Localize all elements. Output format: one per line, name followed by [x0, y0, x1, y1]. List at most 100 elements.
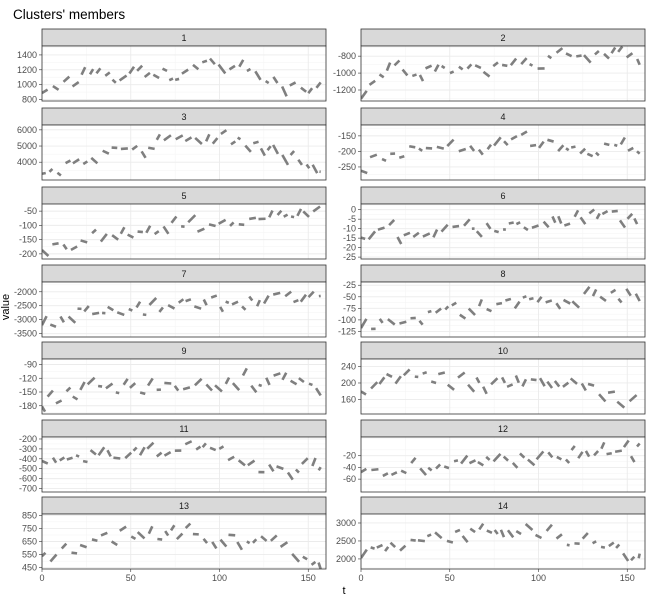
series-segment	[418, 147, 423, 152]
series-segment	[493, 136, 502, 147]
series-segment	[170, 215, 178, 224]
series-segment	[547, 54, 553, 60]
series-segment	[246, 540, 251, 545]
series-segment	[72, 395, 79, 401]
series-9	[42, 367, 322, 413]
series-segment	[202, 537, 209, 544]
series-segment	[509, 57, 518, 66]
series-segment	[79, 543, 88, 549]
series-segment	[485, 455, 491, 461]
series-segment	[493, 529, 499, 535]
series-segment	[565, 52, 573, 58]
series-segment	[152, 73, 160, 80]
series-segment	[493, 229, 500, 234]
series-segment	[469, 145, 476, 152]
series-segment	[466, 63, 473, 70]
series-segment	[131, 144, 138, 151]
series-segment	[241, 367, 248, 377]
series-segment	[42, 459, 49, 465]
x-tick-label: 150	[620, 573, 635, 583]
series-segment	[614, 449, 623, 454]
y-tick-label: 6000	[17, 125, 37, 135]
series-segment	[302, 210, 310, 218]
y-tick-label: 2500	[336, 536, 356, 546]
series-segment	[264, 79, 270, 85]
series-segment	[119, 226, 126, 235]
series-segment	[266, 145, 272, 152]
x-tick-label: 150	[301, 573, 316, 583]
series-segment	[595, 212, 601, 220]
series-segment	[399, 320, 407, 325]
series-segment	[583, 54, 592, 64]
y-tick-label: 1000	[17, 80, 37, 90]
series-2	[361, 46, 641, 100]
series-segment	[547, 138, 554, 143]
series-segment	[562, 298, 571, 305]
series-segment	[119, 525, 127, 532]
series-segment	[255, 299, 262, 307]
panel-9: 9 -180 -150 -120 -90	[19, 341, 327, 415]
series-segment	[503, 140, 509, 146]
series-segment	[60, 542, 68, 550]
series-segment	[461, 535, 469, 544]
series-14	[361, 522, 641, 562]
series-segment	[196, 227, 205, 233]
series-segment	[545, 523, 553, 532]
series-segment	[204, 133, 211, 142]
series-segment	[127, 233, 135, 239]
series-segment	[227, 455, 235, 462]
series-segment	[467, 307, 476, 316]
series-segment	[111, 78, 117, 84]
y-tick-label: -90	[24, 360, 37, 370]
series-segment	[135, 301, 142, 309]
series-12	[361, 439, 641, 478]
series-segment	[477, 148, 484, 156]
y-tick-label: -15	[343, 233, 356, 243]
series-segment	[146, 377, 154, 387]
series-segment	[587, 382, 595, 387]
series-segment	[289, 150, 296, 156]
series-segment	[520, 57, 528, 65]
series-segment	[508, 221, 514, 225]
series-segment	[401, 68, 409, 77]
series-segment	[83, 305, 90, 313]
series-segment	[86, 376, 96, 386]
y-tick-label: 450	[22, 563, 37, 573]
series-segment	[410, 457, 417, 464]
series-segment	[228, 533, 236, 537]
series-segment	[555, 533, 563, 540]
series-segment	[482, 70, 491, 78]
series-segment	[486, 307, 492, 313]
panel-border	[41, 124, 327, 181]
series-segment	[66, 456, 73, 461]
panel-area	[361, 359, 645, 414]
panel-8: 8 -125-100 -75-50 -25	[338, 264, 646, 338]
series-segment	[91, 311, 100, 316]
series-segment	[486, 143, 493, 150]
series-segment	[382, 472, 389, 478]
series-segment	[469, 527, 476, 534]
series-segment	[219, 306, 225, 313]
series-segment	[163, 134, 172, 142]
series-segment	[310, 560, 317, 566]
strip-label: 2	[500, 33, 505, 43]
panel-border	[360, 124, 646, 181]
y-tick-label: -100	[19, 220, 37, 230]
panel-border	[360, 436, 646, 493]
series-segment	[62, 75, 71, 83]
series-segment	[312, 205, 321, 213]
series-4	[361, 130, 641, 175]
series-segment	[435, 463, 442, 470]
series-segment	[634, 293, 641, 302]
series-segment	[174, 77, 180, 82]
series-segment	[279, 541, 289, 548]
y-tick-label: -300	[19, 444, 37, 454]
series-segment	[490, 377, 499, 386]
series-segment	[241, 305, 247, 311]
series-segment	[486, 529, 493, 535]
series-segment	[361, 467, 368, 474]
series-segment	[400, 469, 407, 475]
series-segment	[95, 67, 102, 75]
series-segment	[52, 84, 60, 91]
y-tick-label: 200	[341, 378, 356, 388]
